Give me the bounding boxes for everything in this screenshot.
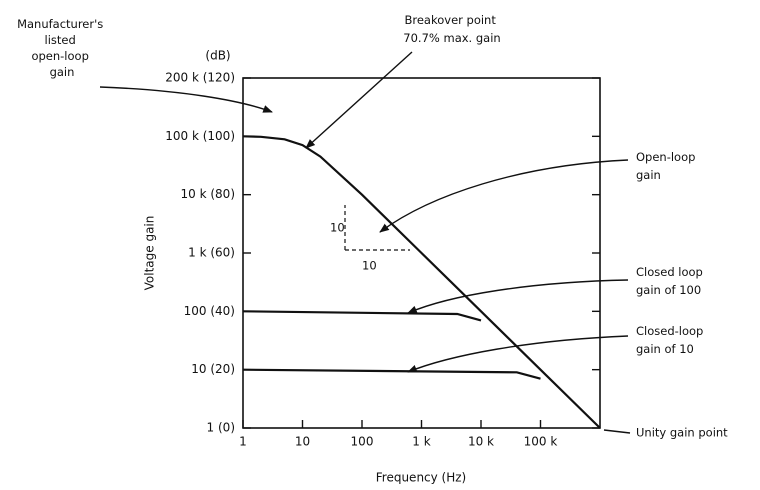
y-tick-label: 10 k (80) [181,187,235,201]
annotation-arrow [380,160,628,232]
x-tick-label: 10 k [468,435,494,449]
chart: (dB) Frequency (Hz) Voltage gain Manufac… [0,0,760,490]
annotation-arrow [604,430,630,433]
x-tick-label: 100 k [524,435,558,449]
y-tick-label: 100 (40) [184,304,235,318]
series-line [243,136,600,428]
y-tick-label: 10 (20) [191,362,235,376]
x-tick-label: 1 k [412,435,430,449]
annotation: Closed loop gain of 100 [636,265,707,297]
annotation: Closed-loop gain of 10 [636,324,707,356]
annotation: Unity gain point [636,426,728,440]
y-tick-label: 1 (0) [207,421,235,435]
y-tick-label: 200 k (120) [165,71,235,85]
y-tick-label: 1 k (60) [188,246,235,260]
annotation-arrow [408,336,628,372]
x-axis-label: Frequency (Hz) [376,471,467,485]
y-unit-label: (dB) [205,49,230,63]
x-tick-label: 1 [239,435,247,449]
annotation: Manufacturer's listed open-loop gain [17,17,107,79]
annotation: Open-loop gain [636,150,699,182]
annotation-arrow [100,87,272,112]
y-axis-label: Voltage gain [143,216,157,291]
annotation: Breakover point 70.7% max. gain [403,13,500,45]
slope-indicator [345,205,410,250]
x-tick-label: 10 [295,435,310,449]
series-line [243,311,481,320]
x-tick-label: 100 [351,435,374,449]
series-line [243,370,541,379]
annotation-arrow [306,52,412,148]
annotation: 10 [362,259,377,273]
y-tick-label: 100 k (100) [165,129,235,143]
annotation-arrow [408,280,628,313]
annotation: 10 [330,221,345,235]
